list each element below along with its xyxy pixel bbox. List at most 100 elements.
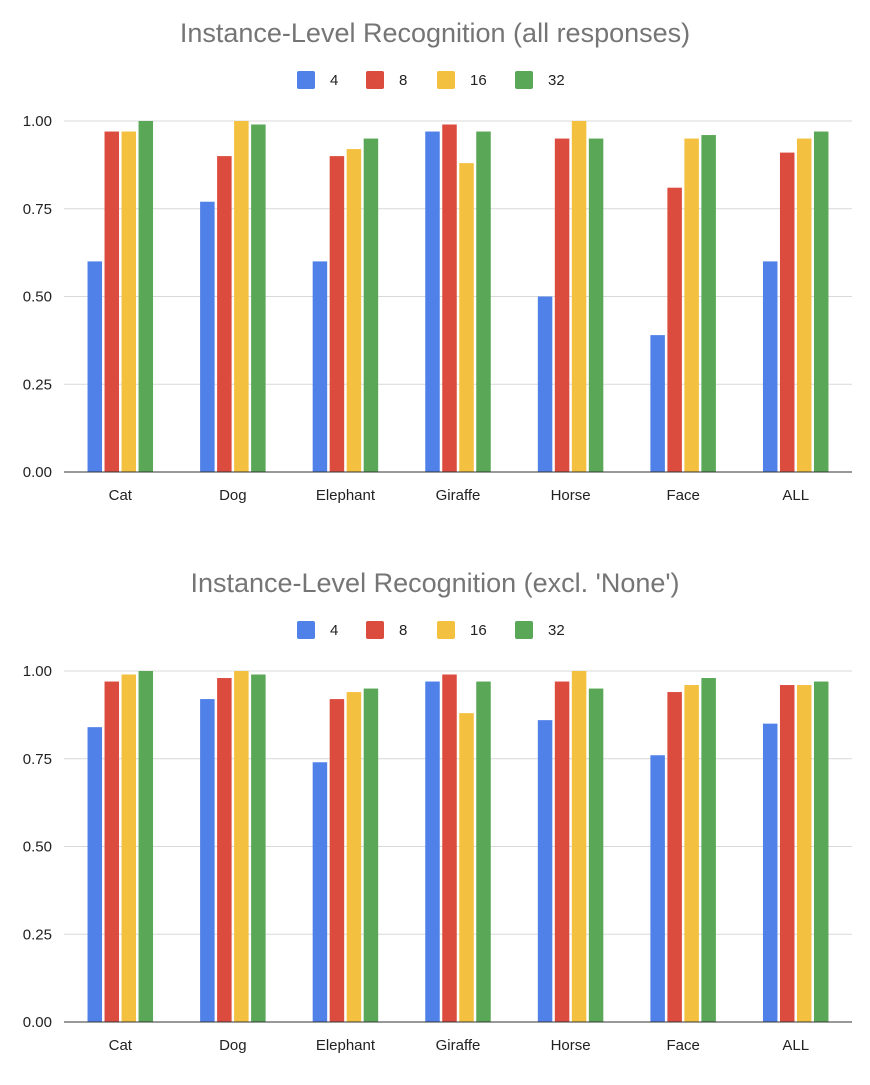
x-tick-label: ALL <box>782 1037 809 1054</box>
y-tick-label: 1.00 <box>23 113 52 130</box>
bar-face-8 <box>667 692 682 1022</box>
legend-swatch-16 <box>437 621 455 639</box>
bar-face-16 <box>684 685 699 1022</box>
y-tick-label: 0.75 <box>23 201 52 218</box>
x-tick-label: Face <box>666 1037 699 1054</box>
legend-swatch-4 <box>297 71 315 89</box>
bar-dog-16 <box>234 671 249 1022</box>
bar-elephant-4 <box>312 762 328 1022</box>
legend-swatch-32 <box>515 621 533 639</box>
bar-giraffe-8 <box>442 124 457 472</box>
bar-dog-16 <box>234 121 249 472</box>
bar-face-4 <box>650 335 665 472</box>
legend-label-32: 32 <box>548 622 565 639</box>
y-tick-label: 0.00 <box>23 464 52 481</box>
x-tick-label: Elephant <box>316 487 376 504</box>
x-tick-label: Horse <box>551 487 591 504</box>
bar-elephant-4 <box>312 261 328 472</box>
bar-chart-all-responses: Instance-Level Recognition (all response… <box>23 18 852 504</box>
bar-all-32 <box>813 681 829 1022</box>
bar-cat-32 <box>138 121 154 472</box>
legend-swatch-8 <box>366 71 384 89</box>
y-tick-label: 0.25 <box>23 376 52 393</box>
y-tick-label: 0.50 <box>23 289 52 306</box>
legend-label-8: 8 <box>399 622 407 639</box>
bar-cat-16 <box>121 674 137 1022</box>
bar-all-4 <box>762 261 778 472</box>
bar-face-8 <box>667 187 682 472</box>
bar-face-4 <box>650 755 665 1022</box>
bar-all-32 <box>813 131 829 472</box>
bar-all-8 <box>779 152 795 472</box>
bar-face-32 <box>701 135 716 473</box>
legend-label-4: 4 <box>330 622 338 639</box>
legend-label-16: 16 <box>470 72 487 89</box>
bar-horse-32 <box>588 688 604 1022</box>
bar-all-16 <box>796 685 812 1022</box>
y-tick-label: 0.50 <box>23 839 52 856</box>
bar-giraffe-8 <box>442 674 457 1022</box>
bar-cat-4 <box>87 261 103 472</box>
bar-elephant-16 <box>346 149 362 472</box>
legend-swatch-8 <box>366 621 384 639</box>
bar-cat-4 <box>87 727 103 1022</box>
y-tick-label: 0.25 <box>23 926 52 943</box>
bar-cat-8 <box>104 131 120 472</box>
bar-elephant-16 <box>346 692 362 1022</box>
y-tick-label: 1.00 <box>23 663 52 680</box>
bar-horse-4 <box>537 720 553 1022</box>
bar-elephant-32 <box>363 688 379 1022</box>
x-tick-label: Giraffe <box>436 487 481 504</box>
bar-cat-8 <box>104 681 120 1022</box>
bar-dog-32 <box>251 124 266 472</box>
legend-label-4: 4 <box>330 72 338 89</box>
chart-excl-none: Instance-Level Recognition (excl. 'None'… <box>0 550 870 1085</box>
bar-horse-16 <box>571 121 587 472</box>
bar-dog-8 <box>217 678 232 1022</box>
bar-horse-32 <box>588 138 604 473</box>
x-tick-label: Cat <box>109 487 133 504</box>
bar-giraffe-4 <box>425 131 440 472</box>
bar-dog-4 <box>200 699 215 1022</box>
bar-elephant-8 <box>329 156 345 472</box>
legend-label-32: 32 <box>548 72 565 89</box>
bar-elephant-32 <box>363 138 379 473</box>
bar-horse-8 <box>554 681 570 1022</box>
bar-giraffe-32 <box>476 681 491 1022</box>
chart-title: Instance-Level Recognition (excl. 'None'… <box>190 568 679 598</box>
bar-cat-16 <box>121 131 137 472</box>
bar-all-4 <box>762 723 778 1022</box>
bar-face-16 <box>684 138 699 473</box>
bar-giraffe-16 <box>459 713 474 1022</box>
bar-elephant-8 <box>329 699 345 1022</box>
chart-all-responses: Instance-Level Recognition (all response… <box>0 0 870 535</box>
bar-all-8 <box>779 685 795 1022</box>
x-tick-label: Elephant <box>316 1037 376 1054</box>
x-tick-label: Face <box>666 487 699 504</box>
legend-swatch-32 <box>515 71 533 89</box>
x-tick-label: Cat <box>109 1037 133 1054</box>
bar-giraffe-4 <box>425 681 440 1022</box>
legend-label-8: 8 <box>399 72 407 89</box>
legend-swatch-16 <box>437 71 455 89</box>
bar-dog-32 <box>251 674 266 1022</box>
bar-dog-8 <box>217 156 232 472</box>
bar-giraffe-16 <box>459 163 474 472</box>
bar-giraffe-32 <box>476 131 491 472</box>
x-tick-label: Giraffe <box>436 1037 481 1054</box>
x-tick-label: Dog <box>219 487 247 504</box>
bar-cat-32 <box>138 671 154 1022</box>
x-tick-label: ALL <box>782 487 809 504</box>
bar-horse-16 <box>571 671 587 1022</box>
bar-face-32 <box>701 678 716 1022</box>
bar-dog-4 <box>200 201 215 473</box>
chart-title: Instance-Level Recognition (all response… <box>180 18 690 48</box>
x-tick-label: Dog <box>219 1037 247 1054</box>
legend-swatch-4 <box>297 621 315 639</box>
bar-horse-8 <box>554 138 570 473</box>
legend-label-16: 16 <box>470 622 487 639</box>
bar-chart-excl-none: Instance-Level Recognition (excl. 'None'… <box>23 568 852 1054</box>
x-tick-label: Horse <box>551 1037 591 1054</box>
bar-horse-4 <box>537 296 553 472</box>
y-tick-label: 0.75 <box>23 751 52 768</box>
